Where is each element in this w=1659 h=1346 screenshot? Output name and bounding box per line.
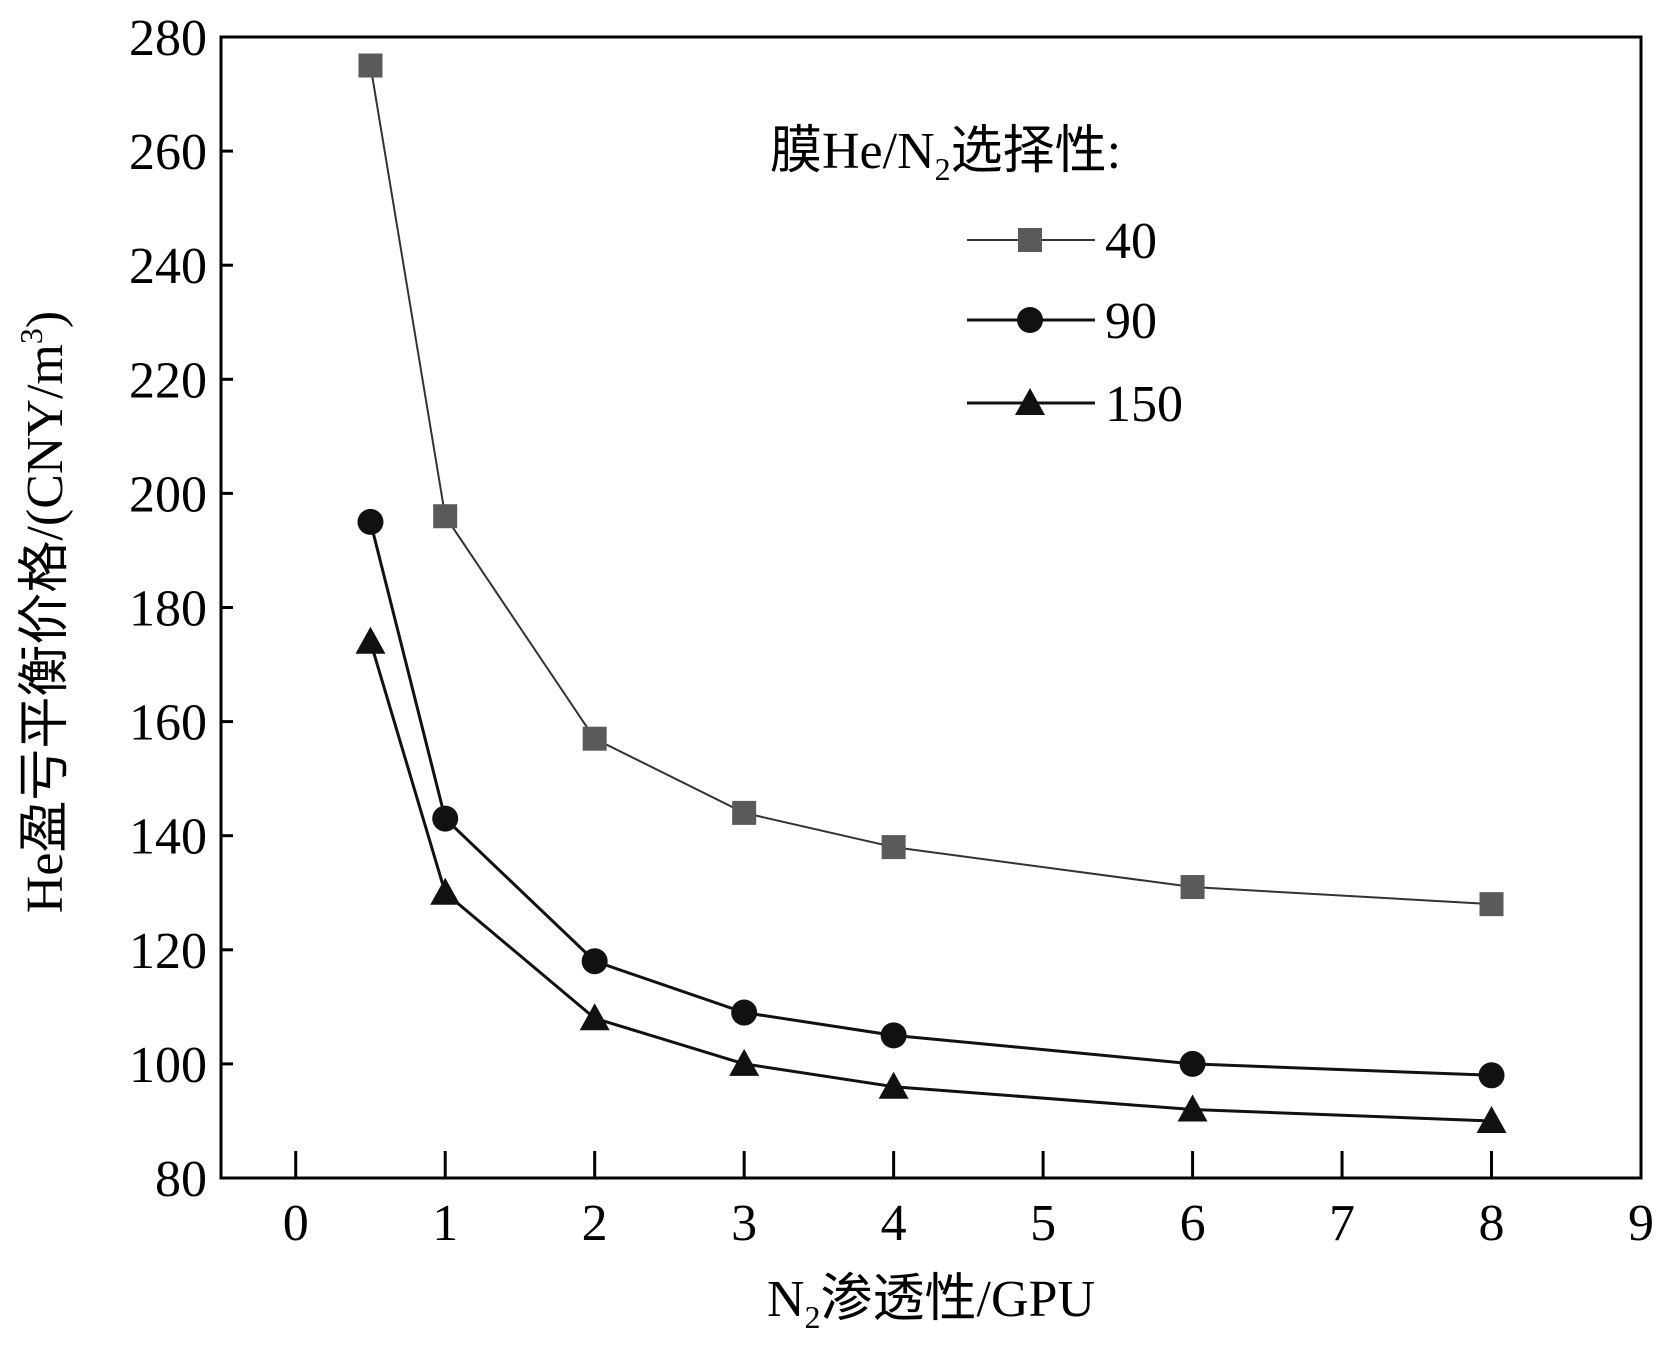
data-point [432,805,459,832]
legend-marker [1018,228,1042,252]
x-tick-label: 4 [881,1195,907,1252]
legend-entry-90: 90 [967,293,1157,350]
legend-label: 40 [1105,213,1157,270]
data-point [355,626,386,654]
x-tick-label: 8 [1479,1195,1505,1252]
legend-label: 90 [1105,293,1157,350]
x-tick-label: 2 [582,1195,608,1252]
y-tick-label: 200 [129,466,207,523]
data-point [433,504,458,529]
x-tick-label: 7 [1329,1195,1355,1252]
data-point [880,1022,907,1049]
y-axis-title-post: ) [17,311,74,328]
series-line [369,521,1492,1077]
data-point [1179,1050,1206,1077]
data-point [357,508,384,535]
y-axis-title-pre: He盈亏平衡价格/(CNY/m [17,344,74,913]
y-tick-label: 260 [129,124,207,181]
x-axis-title-rest: 渗透性/GPU [821,1271,1095,1328]
legend-marker [1017,307,1043,333]
y-axis-title: He盈亏平衡价格/(CNY/m3) [13,311,74,913]
y-tick-label: 100 [129,1037,207,1094]
legend-marker [1015,388,1045,415]
legend-title-post: 选择性: [951,123,1121,180]
data-point [1479,892,1504,917]
y-tick-label: 280 [129,10,207,67]
data-point [729,1048,760,1076]
data-point [732,800,757,825]
legend-title: 膜He/N2选择性: [770,123,1121,187]
x-axis: 0 1 2 3 4 5 6 7 8 9 [283,1151,1654,1252]
legend: 膜He/N2选择性: 40 90 150 [770,123,1183,433]
data-point [731,999,758,1026]
data-point [1476,1105,1507,1133]
x-axis-title-main: N [767,1271,805,1328]
data-point [582,726,607,751]
series-90 [357,508,1505,1089]
data-point [430,877,461,905]
y-axis: 80 100 120 140 160 180 200 220 240 260 280 [129,10,233,1208]
x-tick-label: 9 [1628,1195,1654,1252]
y-tick-label: 180 [129,581,207,638]
y-tick-label: 80 [155,1151,207,1208]
legend-label: 150 [1105,376,1183,433]
x-tick-label: 5 [1030,1195,1056,1252]
series-line [369,65,1492,906]
series-40 [358,53,1504,917]
series-layer [355,53,1507,1133]
data-point [581,948,608,975]
y-tick-label: 220 [129,352,207,409]
data-point [1478,1062,1505,1089]
x-tick-label: 1 [432,1195,458,1252]
legend-entry-150: 150 [967,376,1183,433]
data-point [881,835,906,860]
x-tick-label: 3 [731,1195,757,1252]
y-tick-label: 120 [129,923,207,980]
legend-title-pre: 膜He/N [770,123,935,180]
series-line [369,641,1492,1123]
data-point [878,1071,909,1099]
x-tick-label: 6 [1180,1195,1206,1252]
y-axis-title-sup: 3 [13,328,49,344]
x-axis-title: N2渗透性/GPU [767,1271,1095,1335]
x-axis-title-sub: 2 [805,1299,821,1335]
y-tick-label: 140 [129,809,207,866]
plot-frame [219,35,1643,1180]
data-point [579,1003,610,1031]
x-tick-label: 0 [283,1195,309,1252]
series-150 [355,626,1507,1133]
y-tick-label: 160 [129,695,207,752]
y-tick-label: 240 [129,238,207,295]
data-point [358,53,383,78]
data-point [1180,875,1205,900]
legend-title-sub: 2 [935,151,951,187]
legend-entry-40: 40 [967,213,1157,270]
data-point [1177,1094,1208,1122]
